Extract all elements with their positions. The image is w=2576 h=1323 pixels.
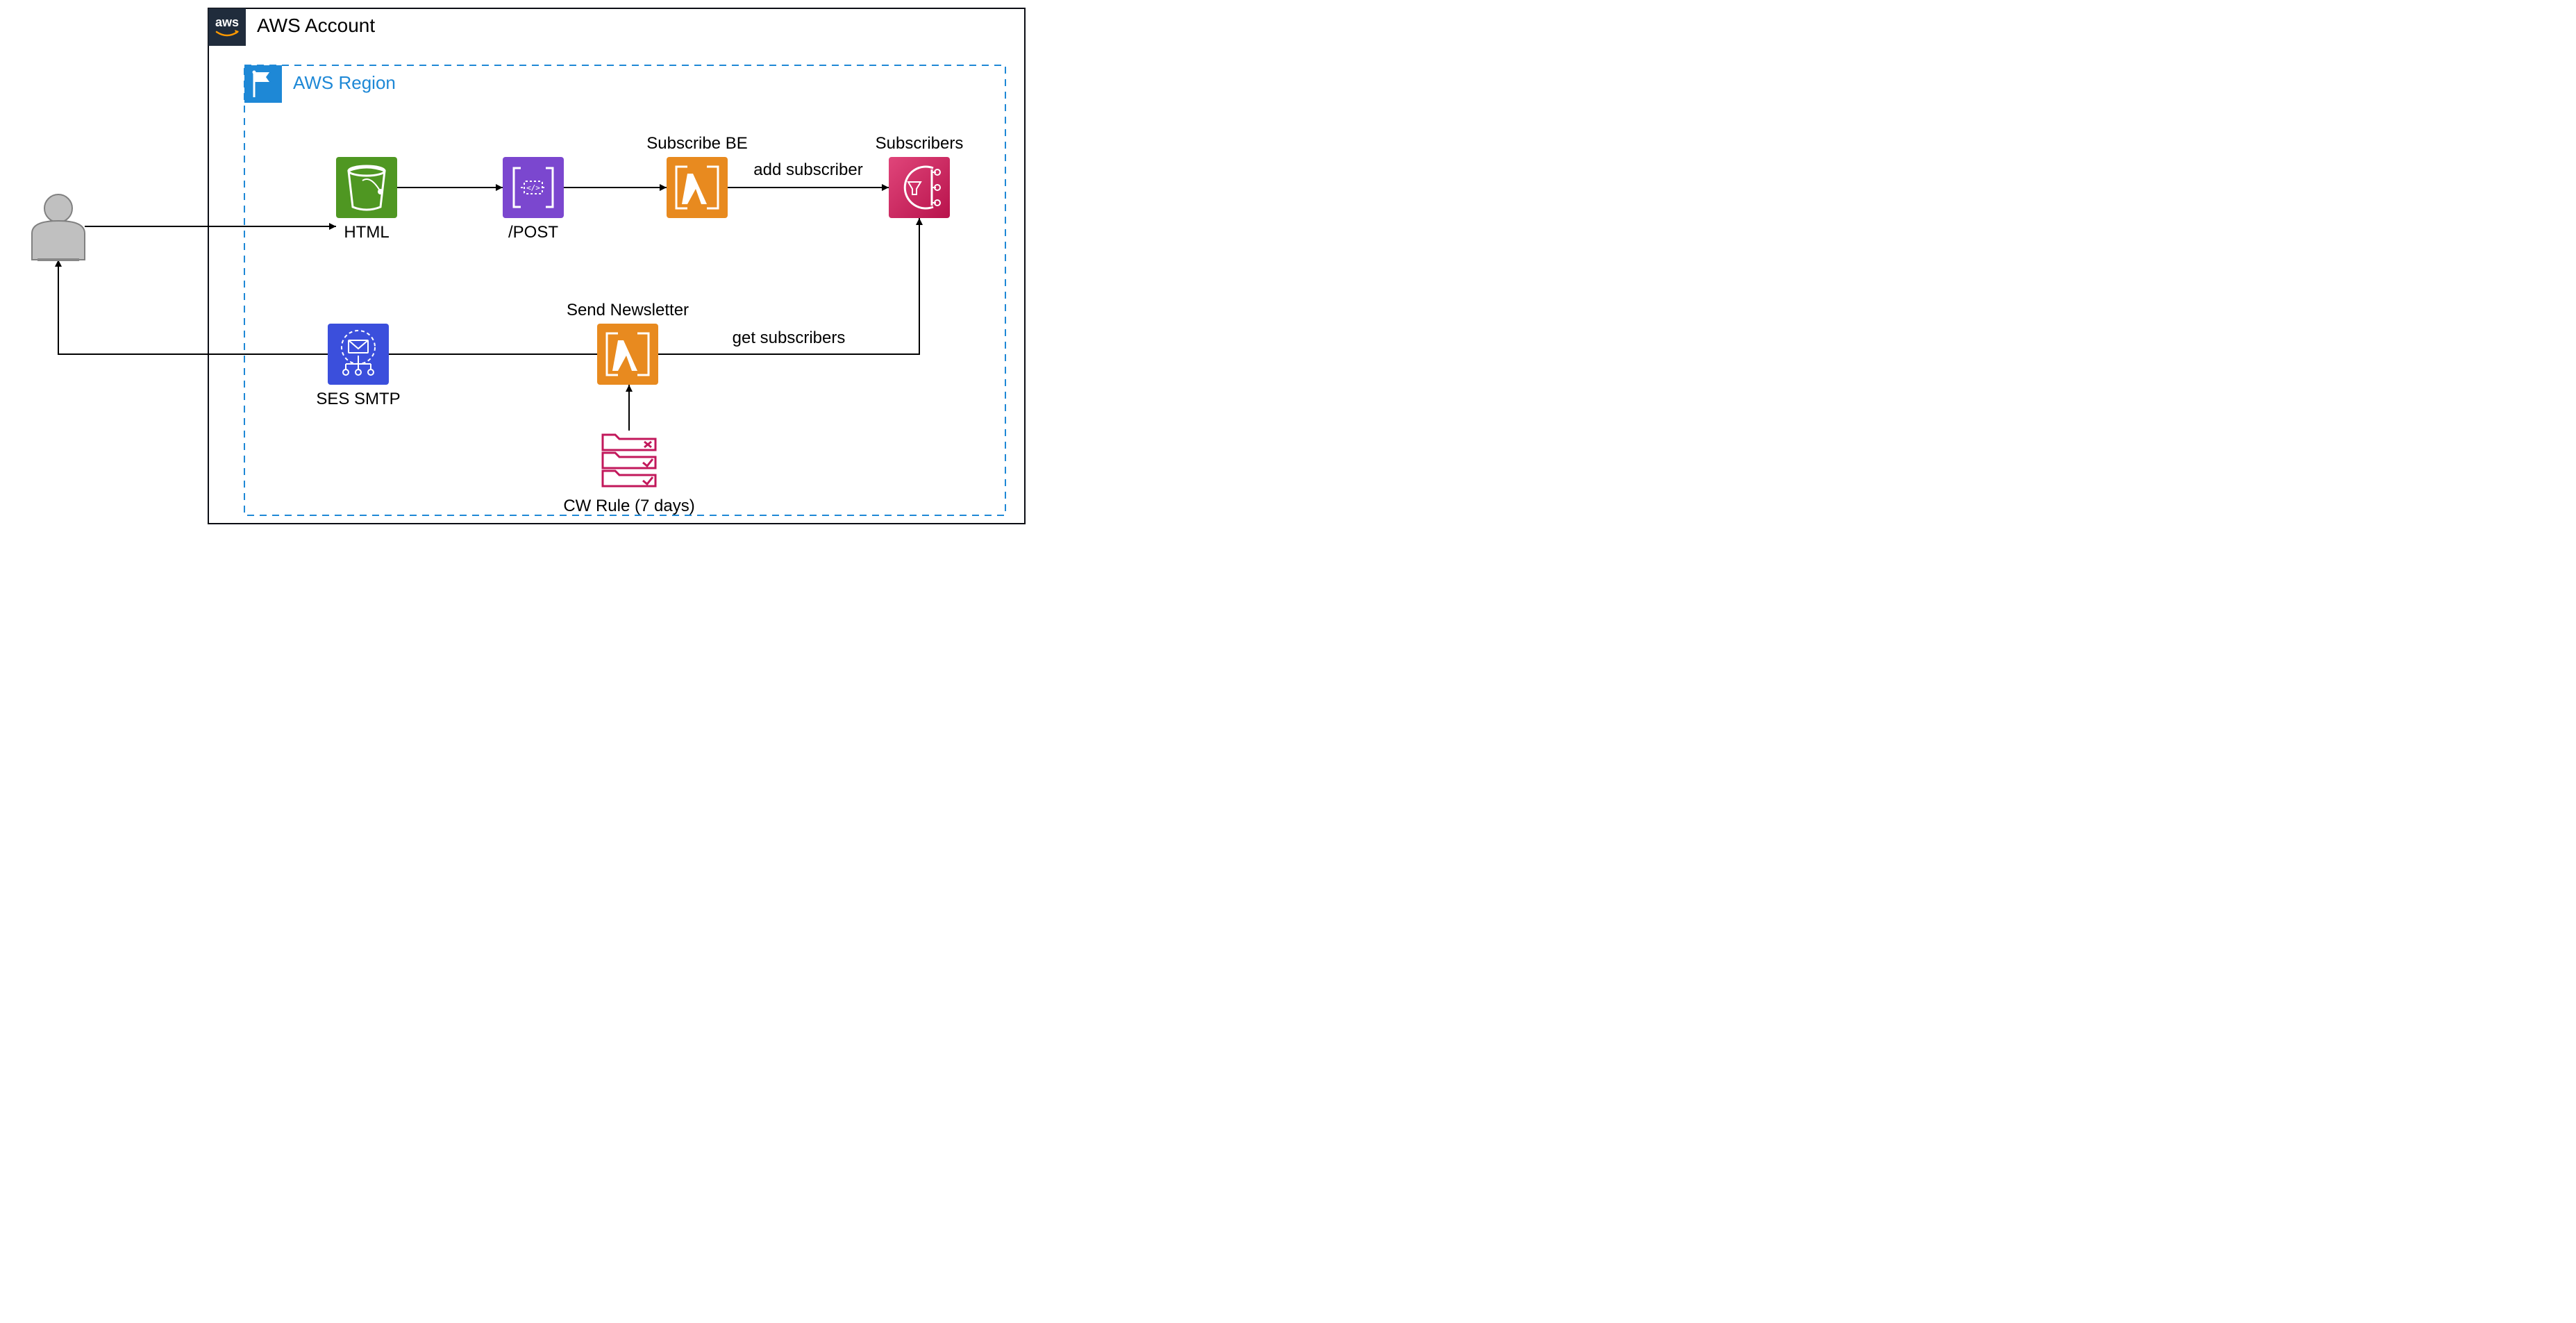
container-label: AWS Account xyxy=(257,15,375,36)
edge-label: get subscribers xyxy=(733,328,846,347)
node-label: HTML xyxy=(344,223,389,242)
node-s3: HTML xyxy=(336,157,397,242)
node-apigw: </> /POST xyxy=(503,157,564,242)
node-label: Subscribe BE xyxy=(646,134,747,153)
node-label: SES SMTP xyxy=(316,390,400,408)
node-label: Send Newsletter xyxy=(567,301,689,319)
container-label: AWS Region xyxy=(293,72,396,93)
svg-text:</>: </> xyxy=(526,183,540,192)
aws-architecture-diagram: aws AWS Account AWS Region add subscriber ge… xyxy=(0,0,2576,529)
node-label: CW Rule (7 days) xyxy=(563,497,694,515)
svg-text:aws: aws xyxy=(215,15,239,29)
node-ses: SES SMTP xyxy=(316,324,400,408)
node-label: /POST xyxy=(508,223,558,242)
diagram-canvas: aws AWS Account AWS Region add subscriber ge… xyxy=(0,0,1030,529)
edge-label: add subscriber xyxy=(753,160,862,179)
node-label: Subscribers xyxy=(876,134,964,153)
